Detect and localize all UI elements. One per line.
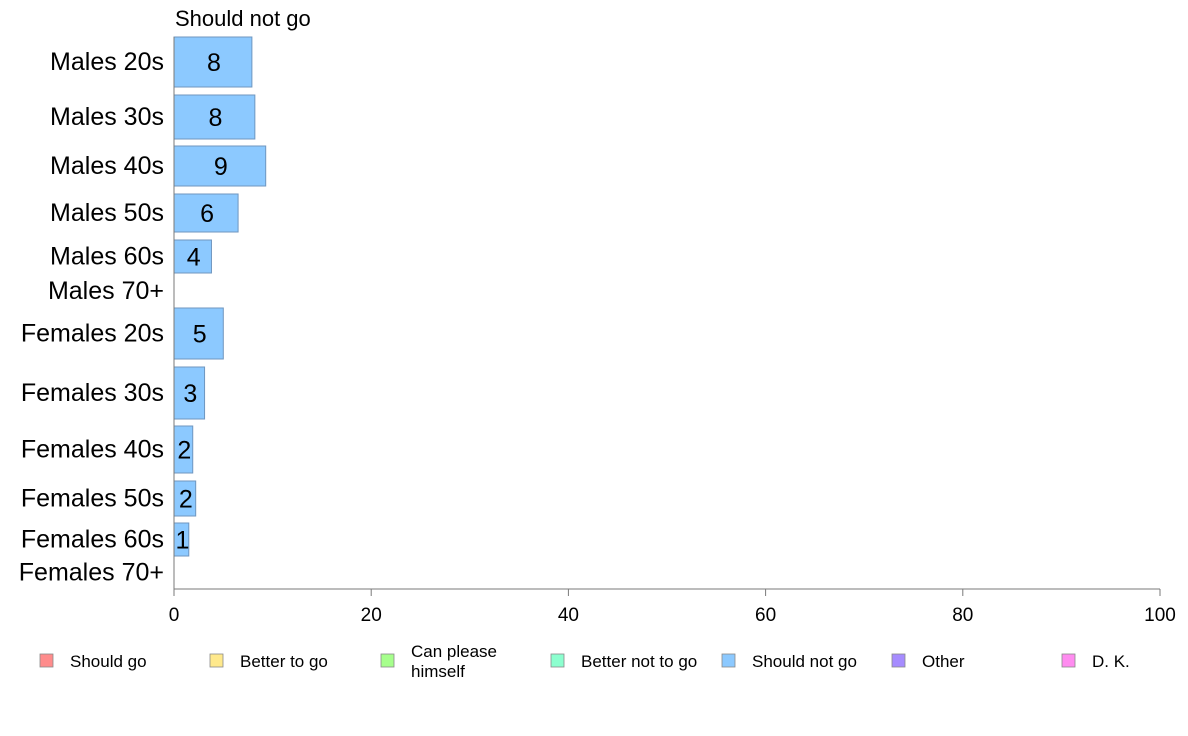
bar-value-label: 8: [208, 104, 222, 132]
legend-label: D. K.: [1092, 652, 1130, 671]
bar-value-label: 4: [187, 244, 201, 272]
x-tick-label: 0: [169, 605, 180, 626]
category-label: Females 20s: [21, 320, 164, 348]
legend-swatch: [721, 653, 736, 668]
legend-swatch: [39, 653, 54, 668]
bar-value-label: 6: [200, 200, 214, 228]
bar: [173, 94, 256, 140]
chart-title: Should not go: [175, 6, 311, 31]
bars-group: 8 8 96 4 5 3 2 2 1: [173, 36, 267, 557]
category-label: Males 60s: [50, 243, 164, 271]
category-label: Males 30s: [50, 103, 164, 131]
legend-swatch: [1061, 653, 1076, 668]
bar-value-label: 2: [179, 486, 193, 514]
bar: [173, 36, 253, 88]
x-tick-label: 40: [558, 605, 579, 626]
legend-swatch: [380, 653, 395, 668]
category-label: Females 70+: [19, 559, 164, 587]
x-tick-label: 100: [1144, 605, 1176, 626]
bar: [173, 193, 239, 233]
category-label: Males 70+: [48, 277, 164, 305]
category-label: Females 40s: [21, 436, 164, 464]
x-axis: 0 20 40 60 80 100: [169, 37, 1176, 626]
legend-swatch: [209, 653, 224, 668]
bar-value-label: 5: [193, 321, 207, 349]
x-tick-label: 60: [755, 605, 776, 626]
bar-value-label: 3: [183, 380, 197, 408]
category-label: Females 30s: [21, 379, 164, 407]
bar-value-label: 2: [177, 437, 191, 465]
x-tick-label: 80: [952, 605, 973, 626]
legend: Should go Better to go Can please himself Be…: [39, 642, 1130, 681]
category-labels: Males 20s Males 30s Males 40s Males 50s Male…: [19, 48, 164, 587]
legend-swatch: [891, 653, 906, 668]
category-label: Males 20s: [50, 48, 164, 76]
category-label: Females 60s: [21, 526, 164, 554]
legend-label: Should go: [70, 652, 147, 671]
category-label: Males 40s: [50, 152, 164, 180]
category-label: Males 50s: [50, 199, 164, 227]
bar-value-label: 9: [214, 153, 228, 181]
bar-value-label: 1: [175, 527, 189, 555]
legend-label: Should not go: [752, 652, 857, 671]
bar: [173, 145, 267, 187]
legend-label: Other: [922, 652, 965, 671]
category-label: Females 50s: [21, 485, 164, 513]
bar: [173, 366, 206, 420]
bar-value-label: 8: [207, 49, 221, 77]
x-tick-label: 20: [361, 605, 382, 626]
bar: [173, 239, 212, 274]
legend-swatch: [550, 653, 565, 668]
legend-label: Better to go: [240, 652, 328, 671]
legend-label: Better not to go: [581, 652, 697, 671]
legend-label: Can please himself: [411, 642, 497, 681]
